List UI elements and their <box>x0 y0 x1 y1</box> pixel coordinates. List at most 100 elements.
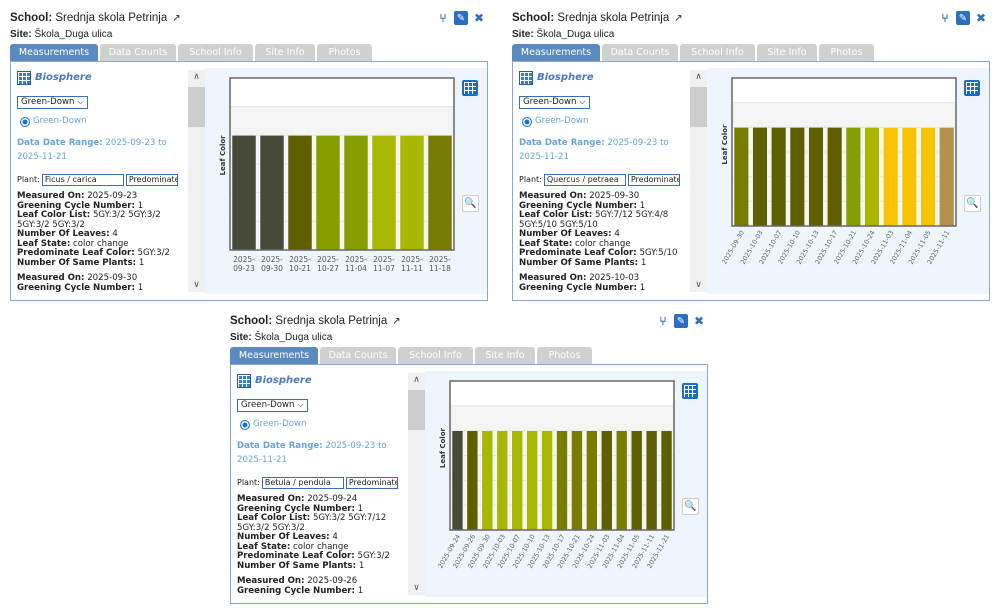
record-field: Measured On: 2025-09-30 <box>519 191 640 201</box>
zoom-in-icon[interactable]: 🔍 <box>964 195 981 212</box>
close-icon[interactable]: ✖ <box>693 314 705 328</box>
tab-site-info[interactable]: Site Info <box>757 44 817 61</box>
plot-border <box>229 77 455 251</box>
scroll-thumb[interactable] <box>188 87 205 127</box>
scrollbar[interactable]: ∧ ∨ <box>408 373 425 595</box>
edit-icon[interactable]: ✎ <box>956 11 970 25</box>
external-link-icon[interactable]: ↗ <box>674 13 683 24</box>
site-line: Site: Škola_Duga ulica <box>512 29 615 40</box>
measurements-content: Biosphere Green-Down ⌵ Green-Down Data D… <box>230 364 708 604</box>
scroll-up-icon[interactable]: ∧ <box>193 72 200 82</box>
scroll-down-icon[interactable]: ∨ <box>413 583 420 593</box>
external-link-icon[interactable]: ↗ <box>392 316 401 327</box>
protocol-select[interactable]: Green-Down ⌵ <box>237 399 308 412</box>
y-axis-label: Leaf Color <box>439 427 447 468</box>
bar <box>496 430 508 531</box>
tab-photos[interactable]: Photos <box>819 44 874 61</box>
bar <box>371 135 397 251</box>
scroll-down-icon[interactable]: ∨ <box>193 280 200 290</box>
measurements-content: Biosphere Green-Down ⌵ Green-Down Data D… <box>10 61 488 301</box>
record-field: Leaf State: color change <box>519 238 631 249</box>
protocol-radio[interactable] <box>20 117 30 127</box>
plant-select[interactable]: Betula / pendula <box>261 477 344 489</box>
x-tick-label: 2025- <box>261 255 283 264</box>
bar <box>451 430 464 531</box>
bar <box>541 430 553 531</box>
x-tick-label: 2025- <box>233 255 255 264</box>
table-icon[interactable] <box>964 80 980 96</box>
scrollbar[interactable]: ∧ ∨ <box>690 70 707 292</box>
tab-measurements[interactable]: Measurements <box>230 347 318 364</box>
bar <box>556 430 568 531</box>
bar <box>920 127 936 227</box>
x-tick-label: 2025- <box>429 255 451 264</box>
edit-icon[interactable]: ✎ <box>674 314 688 328</box>
record-field: Greening Cycle Number: 1 <box>237 585 364 595</box>
bar <box>733 127 749 227</box>
x-tick-label: 2025- <box>317 255 339 264</box>
external-link-icon[interactable]: ↗ <box>172 13 181 24</box>
table-icon[interactable] <box>682 383 698 399</box>
tab-bar: Measurements Data Counts School Info Site I… <box>230 347 592 364</box>
record-field: Predominate Leaf Color: 5GY:5/10 <box>519 248 678 258</box>
protocol-radio[interactable] <box>240 420 250 430</box>
record-field: Measured On: 2025-09-23 <box>17 191 138 201</box>
plant-select[interactable]: Quercus / petraea <box>543 174 626 186</box>
share-icon[interactable]: ⑂ <box>439 11 447 25</box>
record-field: Predominate Leaf Color: 5GY:3/2 <box>17 248 171 258</box>
tab-data-counts[interactable]: Data Counts <box>602 44 678 61</box>
leaf-color-chart: 2025-09-302025-10-032025-10-072025-10-10… <box>720 77 957 266</box>
tab-data-counts[interactable]: Data Counts <box>100 44 176 61</box>
leaf-color-chart: 2025-09-242025-09-262025-09-302025-10-03… <box>436 380 675 570</box>
share-icon[interactable]: ⑂ <box>941 11 949 25</box>
mode-select[interactable]: Predominate <box>627 174 680 186</box>
scroll-down-icon[interactable]: ∨ <box>695 280 702 290</box>
scroll-thumb[interactable] <box>690 87 707 127</box>
close-icon[interactable]: ✖ <box>473 11 485 25</box>
tab-photos[interactable]: Photos <box>537 347 592 364</box>
zoom-in-icon[interactable]: 🔍 <box>682 498 699 515</box>
tab-school-info[interactable]: School Info <box>178 44 253 61</box>
record-field: Number Of Same Plants: 1 <box>519 257 647 268</box>
school-header: School: Srednja skola Petrinja ↗ <box>230 315 401 327</box>
site-line: Site: Škola_Duga ulica <box>10 29 113 40</box>
record-field: Leaf Color List: 5GY:3/2 5GY:7/12 <box>237 513 387 523</box>
tab-school-info[interactable]: School Info <box>680 44 755 61</box>
tab-site-info[interactable]: Site Info <box>475 347 535 364</box>
mode-select[interactable]: Predominate <box>345 477 398 489</box>
y-axis-label: Leaf Color <box>721 124 729 165</box>
school-name: Srednja skola Petrinja <box>275 315 388 327</box>
tab-site-info[interactable]: Site Info <box>255 44 315 61</box>
plant-select[interactable]: Ficus / carica <box>41 174 124 186</box>
tab-school-info[interactable]: School Info <box>398 347 473 364</box>
scroll-up-icon[interactable]: ∧ <box>413 375 420 385</box>
close-icon[interactable]: ✖ <box>975 11 987 25</box>
tab-measurements[interactable]: Measurements <box>10 44 98 61</box>
share-icon[interactable]: ⑂ <box>659 314 667 328</box>
tab-photos[interactable]: Photos <box>317 44 372 61</box>
site-panel: School: Srednja skola Petrinja ↗ ⑂ ✎ ✖ Site… <box>510 10 990 302</box>
x-tick-label: 2025- <box>345 255 367 264</box>
scroll-up-icon[interactable]: ∧ <box>695 72 702 82</box>
record-field: 5GY:3/2 5GY:3/2 <box>237 522 305 533</box>
tab-data-counts[interactable]: Data Counts <box>320 347 396 364</box>
record-field: Leaf State: color change <box>237 541 349 552</box>
protocol-radio[interactable] <box>522 117 532 127</box>
bar <box>939 127 955 227</box>
edit-icon[interactable]: ✎ <box>454 11 468 25</box>
protocol-select[interactable]: Green-Down ⌵ <box>519 96 590 109</box>
scrollbar[interactable]: ∧ ∨ <box>188 70 205 292</box>
x-tick-label: 11-11 <box>401 264 423 273</box>
tab-measurements[interactable]: Measurements <box>512 44 600 61</box>
record-field: Number Of Same Plants: 1 <box>17 257 145 268</box>
record-field: 5GY:3/2 5GY:3/2 <box>17 219 85 230</box>
protocol-select[interactable]: Green-Down ⌵ <box>17 96 88 109</box>
scroll-thumb[interactable] <box>408 390 425 430</box>
table-icon[interactable] <box>462 80 478 96</box>
record-field: Number Of Leaves: 4 <box>519 229 620 239</box>
mode-select[interactable]: Predominate <box>125 174 178 186</box>
measurement-record: Measured On: 2025-09-24 Greening Cycle Nu… <box>237 494 407 571</box>
zoom-in-icon[interactable]: 🔍 <box>462 195 479 212</box>
bar <box>660 430 673 531</box>
sphere-title: Biosphere <box>537 72 594 84</box>
